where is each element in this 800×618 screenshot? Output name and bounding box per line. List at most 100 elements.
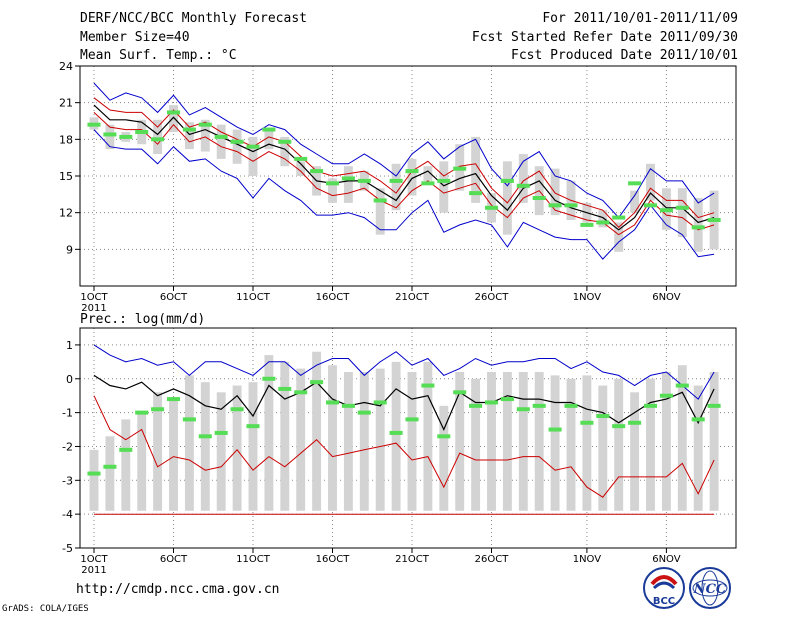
temp-ensemble-bar bbox=[407, 158, 417, 196]
temperature-panel: 9 12 15 18 21 24 1OCT 6OCT 11OCT 16OCT 21OCT 26OCT 1… bbox=[59, 60, 737, 314]
prec-median-marker bbox=[325, 400, 340, 405]
temp-ensemble-bar bbox=[280, 136, 290, 167]
prec-ensemble-bar bbox=[630, 392, 640, 511]
prec-median-marker bbox=[437, 434, 451, 439]
temp-median-marker bbox=[421, 181, 435, 186]
prec-median-marker bbox=[691, 417, 705, 422]
prec-ensemble-bar bbox=[312, 351, 322, 511]
prec-x-tick-label: 26OCT bbox=[475, 554, 510, 565]
prec-median-marker bbox=[596, 414, 610, 418]
temp-x-tick-label: 16OCT bbox=[316, 292, 351, 303]
temp-ensemble-bar bbox=[328, 178, 337, 203]
temp-median-marker bbox=[373, 198, 387, 203]
prec-x-tick-label: 11OCT bbox=[236, 554, 271, 565]
temp-median-marker bbox=[182, 127, 196, 132]
prec-median-marker bbox=[532, 403, 546, 408]
chart-title: DERF/NCC/BCC Monthly Forecast bbox=[80, 11, 307, 26]
temp-ensemble-bar bbox=[216, 124, 226, 159]
prec-y-tick-label: -5 bbox=[62, 542, 73, 555]
prec-median-marker bbox=[230, 407, 244, 412]
temp-y-tick-label: 21 bbox=[59, 97, 73, 110]
prec-ensemble-bar bbox=[105, 436, 115, 511]
temp-ensemble-bar bbox=[248, 136, 258, 176]
prec-ensemble-bar bbox=[343, 372, 353, 511]
prec-ensemble-bar bbox=[232, 385, 242, 511]
prec-median-marker bbox=[564, 403, 578, 408]
temp-median-marker bbox=[119, 134, 133, 139]
temp-ensemble-bar bbox=[232, 129, 242, 164]
temp-ensemble-bar bbox=[169, 105, 178, 132]
ncc-logo-text: NCC bbox=[693, 582, 727, 597]
temp-median-marker bbox=[437, 178, 451, 183]
prec-ensemble-bar bbox=[487, 372, 496, 511]
prec-ensemble-bar bbox=[391, 361, 401, 511]
prec-ensemble-bar bbox=[137, 412, 147, 511]
temp-ensemble-bar bbox=[630, 190, 640, 213]
prec-min-line bbox=[93, 395, 715, 498]
temp-median-marker bbox=[262, 127, 276, 132]
temp-ensemble-bar bbox=[200, 119, 210, 152]
temp-variable-label: Mean Surf. Temp.: °C bbox=[80, 48, 237, 63]
prec-y-tick-label: 1 bbox=[66, 339, 73, 352]
temp-x-tick-label: 1OCT bbox=[80, 292, 108, 303]
temp-median-marker bbox=[405, 169, 419, 174]
temp-y-tick-label: 24 bbox=[59, 60, 73, 73]
temp-ensemble-bar bbox=[296, 161, 306, 176]
temp-ensemble-bar bbox=[550, 168, 560, 216]
source-url[interactable]: http://cmdp.ncc.cma.gov.cn bbox=[76, 582, 280, 597]
prec-x-tick-label: 6NOV bbox=[652, 554, 681, 565]
temp-ensemble-bar bbox=[614, 222, 624, 252]
temp-year-label: 2011 bbox=[81, 303, 106, 314]
temp-y-tick-label: 9 bbox=[66, 243, 73, 256]
prec-ensemble-bar bbox=[598, 385, 608, 511]
prec-median-marker bbox=[166, 397, 181, 402]
prec-median-marker bbox=[469, 403, 483, 408]
temp-ensemble-bar bbox=[153, 119, 163, 154]
prec-y-tick-label: -3 bbox=[62, 474, 73, 487]
temp-median-marker bbox=[469, 191, 483, 196]
temp-ensemble-bar bbox=[105, 124, 115, 150]
prec-ensemble-bar bbox=[423, 361, 433, 511]
prec-median-marker bbox=[580, 420, 594, 425]
temp-median-marker bbox=[580, 222, 594, 227]
temp-median-marker bbox=[87, 122, 101, 127]
prec-median-marker bbox=[516, 407, 530, 412]
prec-ensemble-bar bbox=[518, 372, 528, 511]
temp-y-tick-label: 12 bbox=[59, 207, 73, 220]
prec-median-marker bbox=[707, 403, 721, 408]
temp-x-tick-label: 21OCT bbox=[395, 292, 430, 303]
temp-median-marker bbox=[532, 196, 546, 200]
temp-median-marker bbox=[596, 220, 610, 225]
prec-ensemble-bar bbox=[248, 382, 258, 511]
temp-median-marker bbox=[325, 181, 340, 186]
prec-median-marker bbox=[214, 430, 228, 435]
prec-ensemble-bar bbox=[471, 378, 481, 511]
prec-ensemble-bar bbox=[582, 375, 592, 511]
temp-mean-line bbox=[93, 104, 715, 231]
prec-median-marker bbox=[278, 386, 292, 391]
prec-ensemble-bar bbox=[502, 372, 512, 511]
prec-x-tick-label: 1NOV bbox=[573, 554, 602, 565]
prec-median-marker bbox=[357, 410, 371, 415]
temp-ensemble-bar bbox=[693, 198, 703, 252]
temp-ensemble-bar bbox=[677, 188, 687, 238]
prec-ensemble-bar bbox=[296, 368, 306, 511]
prec-y-tick-label: -4 bbox=[62, 508, 73, 521]
temp-x-tick-label: 26OCT bbox=[475, 292, 510, 303]
prec-median-marker bbox=[182, 417, 196, 422]
temp-median-marker bbox=[707, 218, 721, 222]
prec-median-marker bbox=[453, 390, 467, 395]
prec-ensemble-bar bbox=[216, 392, 226, 511]
temp-median-marker bbox=[135, 130, 149, 134]
prec-ensemble-bar bbox=[375, 368, 385, 511]
temp-ensemble-bar bbox=[375, 188, 385, 235]
temp-upper-line bbox=[93, 97, 715, 229]
temp-median-marker bbox=[389, 178, 403, 183]
temp-ensemble-bar bbox=[598, 210, 608, 228]
temp-median-marker bbox=[341, 176, 355, 181]
grads-credit: GrADS: COLA/IGES bbox=[2, 604, 89, 614]
temp-median-marker bbox=[643, 203, 658, 208]
prec-median-marker bbox=[389, 430, 403, 435]
